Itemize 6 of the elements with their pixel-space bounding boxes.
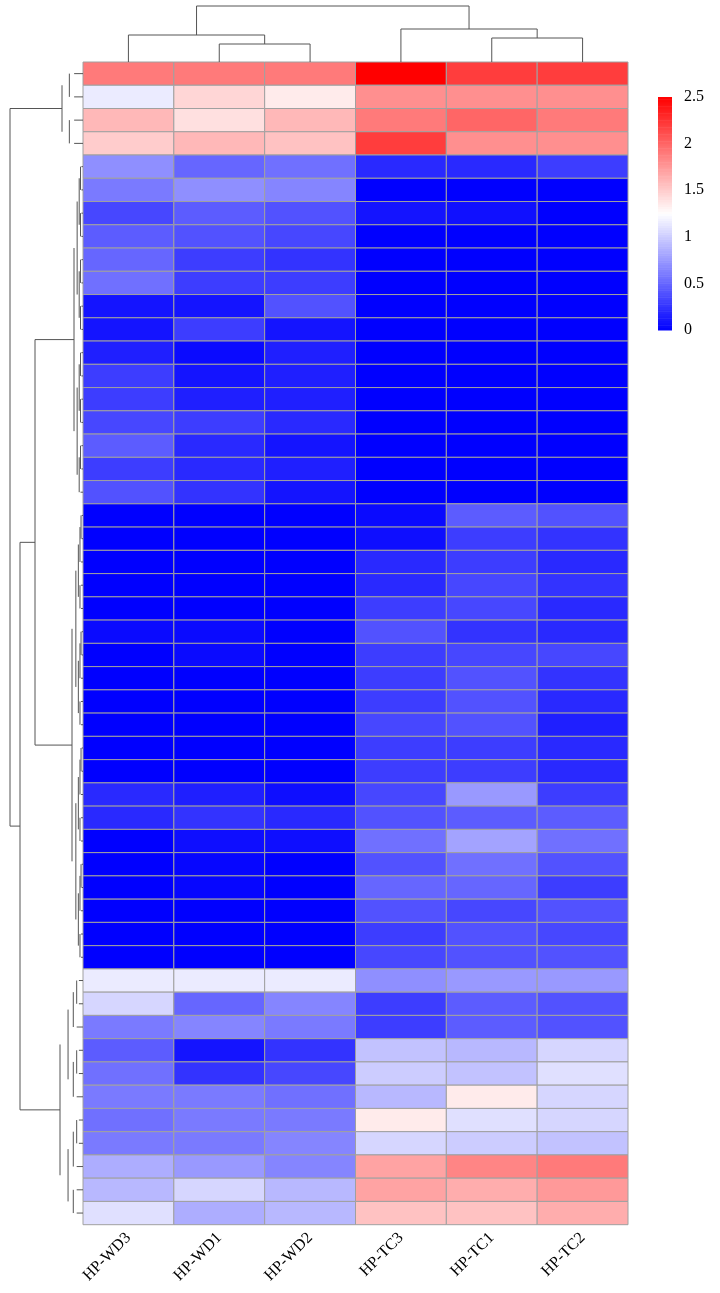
color-bar-label: 1 bbox=[684, 227, 692, 244]
color-bar-label: 2 bbox=[684, 133, 692, 151]
color-bar-label: 1.5 bbox=[684, 180, 704, 198]
color-bar-label: 0.5 bbox=[684, 273, 704, 291]
color-bar-label: 2.5 bbox=[684, 87, 704, 105]
color-bar-label: 0 bbox=[684, 320, 692, 338]
